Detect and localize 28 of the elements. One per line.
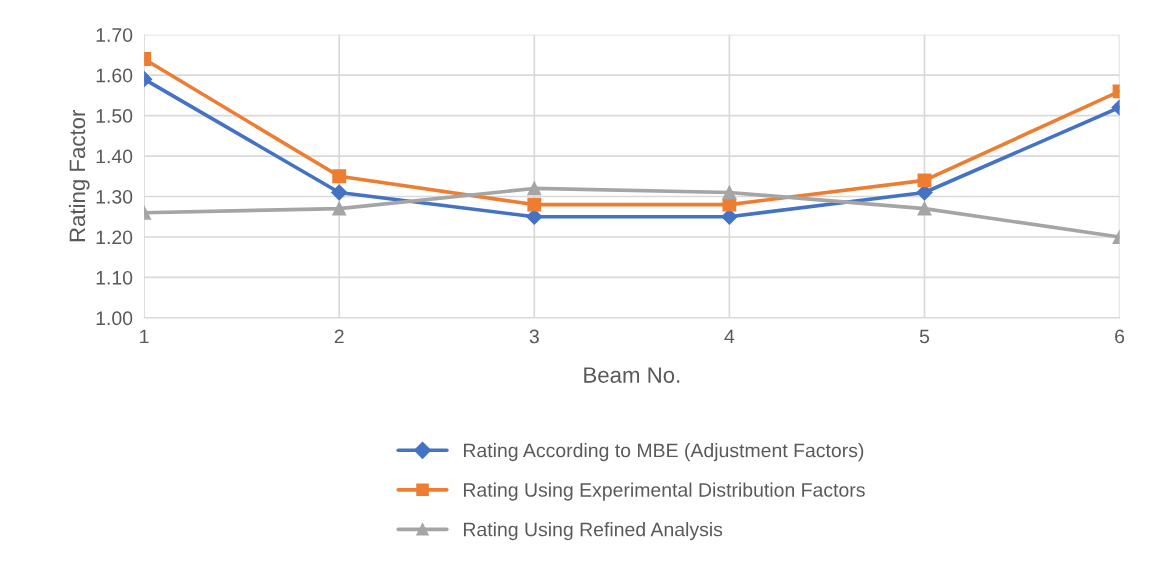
- point: [722, 197, 737, 212]
- y-tick-label: 1.40: [96, 149, 133, 164]
- y-tick-label: 1.00: [96, 311, 133, 326]
- x-tick-label: 4: [724, 329, 735, 344]
- point: [332, 201, 347, 216]
- x-tick-label: 5: [919, 329, 930, 344]
- point: [917, 173, 932, 188]
- point: [527, 197, 542, 212]
- y-tick-label: 1.60: [96, 68, 133, 83]
- y-tick-label: 1.20: [96, 230, 133, 245]
- y-tick-label: 1.70: [96, 28, 133, 42]
- point: [917, 201, 932, 216]
- point: [527, 181, 542, 196]
- legend-label: Rating Using Refined Analysis: [463, 522, 723, 541]
- x-axis-title: Beam No.: [584, 367, 680, 383]
- y-tick-label: 1.50: [96, 109, 133, 123]
- x-tick-label: 2: [334, 329, 344, 344]
- x-tick-label: 1: [140, 329, 149, 344]
- y-tick-label: 1.10: [96, 270, 133, 285]
- y-tick-label: 1.30: [96, 189, 133, 204]
- x-tick-label: 3: [529, 329, 539, 344]
- point: [722, 185, 737, 200]
- x-tick-label: 6: [1115, 329, 1125, 344]
- point: [331, 184, 348, 201]
- legend-label: Rating Using Experimental Distribution Factors: [463, 482, 865, 501]
- y-axis-title: Rating Factor: [68, 109, 90, 242]
- point: [332, 169, 347, 184]
- legend-label: Rating According to MBE (Adjustment Factors): [463, 443, 864, 462]
